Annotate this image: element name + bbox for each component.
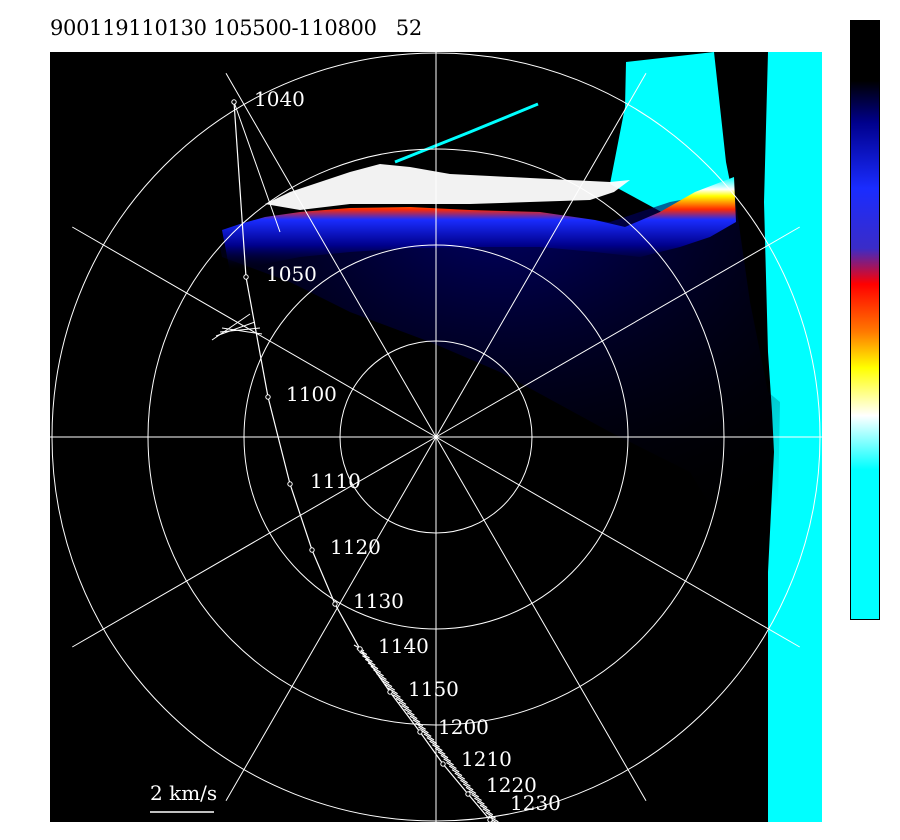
track-tick [446,761,457,769]
track-tick [387,687,398,695]
track-point [465,791,471,797]
track-point [287,481,293,487]
track-point [309,547,315,553]
track-vector [219,327,261,333]
track-tick [426,737,438,745]
track-time-label: 1130 [353,589,404,613]
radial-spokes [50,52,822,822]
track-tick [415,722,426,730]
track-tick [482,808,494,816]
chart-title: 900119110130 105500-110800 52 [50,16,422,40]
track-tick [471,794,482,802]
polar-plot: 1040 1050 1100 1110 1120 1130 1140 1150 1200 1210… [50,52,822,822]
track-point [487,817,493,822]
radial-spoke [72,436,437,648]
radial-spoke [435,226,800,438]
track-vector [215,321,256,337]
track-tick [412,719,424,727]
track-tick [488,815,499,822]
track-tick [423,733,435,741]
track-tick [384,683,396,691]
track-tick [451,769,463,777]
upper-fill-region [610,52,734,222]
track-point [387,689,393,695]
track-tick [468,790,480,798]
radial-spoke [435,436,800,648]
track-tick [381,680,393,688]
track: 1040 1050 1100 1110 1120 1130 1140 1150 1200 1210… [211,87,561,822]
track-tick [474,797,485,805]
track-tick [409,715,421,723]
echo-band [222,177,736,272]
echo-field [220,190,780,612]
track-point [357,646,363,652]
track-time-label: 1110 [310,469,361,493]
track-tick [418,726,429,734]
track-tick [359,651,370,659]
track-tick [434,747,446,755]
track-tick [373,669,384,677]
track-tick [454,772,466,780]
track-tick [485,811,496,819]
radial-spoke [225,436,437,801]
track-tick [462,783,474,791]
radial-spoke [72,226,437,438]
track-point [332,601,338,607]
scale-label: 2 km/s [150,781,217,805]
track-point [440,761,446,767]
track-tick [404,708,415,716]
track-tick [401,705,412,713]
track-time-label: 1200 [438,715,489,739]
track-time-label: 1150 [408,677,459,701]
streak [394,102,539,164]
track-point [231,99,237,105]
track-time-label: 1120 [330,535,381,559]
track-vector [221,327,263,335]
track-tick [392,694,404,702]
track-point [243,274,249,280]
track-tick [398,701,410,709]
track-tick [465,786,477,794]
track-tick [364,658,376,666]
colorbar-gradient [851,21,879,619]
track-line [233,101,281,233]
track-tick [406,712,418,720]
radial-spoke [225,73,437,438]
track-time-label: 1140 [378,634,429,658]
colorbar [850,20,880,620]
track-time-label: 1230 [510,791,561,815]
track-tick [490,818,497,822]
track-tick [362,655,373,663]
track-tick [440,754,452,762]
track-tick [432,744,443,752]
track-tick [378,676,390,684]
track-time-label: 1040 [254,87,305,111]
track-tick [479,804,491,812]
track-tick [460,779,471,787]
track-tick [420,729,432,737]
track-tick [370,665,382,673]
track-tick [429,740,440,748]
band-crest [265,164,630,210]
track-tick [476,801,488,809]
track-time-label: 1050 [266,262,317,286]
track-tick [448,765,460,773]
track-time-label: 1210 [461,747,512,771]
track-tick [457,776,468,784]
track-tick [443,758,454,766]
radial-spoke [435,436,647,801]
track-tick [437,751,449,759]
track-time-label: 1100 [286,382,337,406]
track-time-label: 1220 [486,773,537,797]
track-tick [367,662,379,670]
track-tick [376,672,387,680]
track-point [265,394,271,400]
radial-spoke [435,73,647,438]
track-tick [395,697,407,705]
track-point [417,729,423,735]
